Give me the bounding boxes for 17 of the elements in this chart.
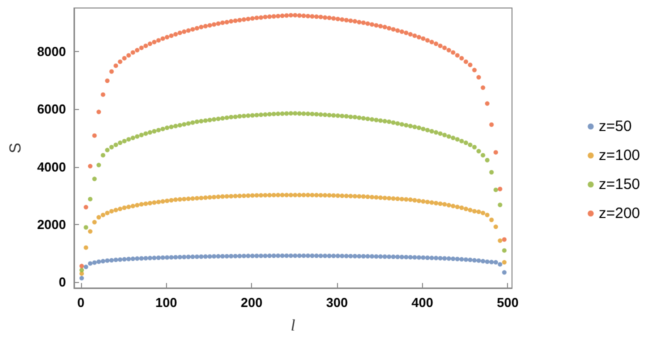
- y-tick-label: 2000: [37, 216, 66, 232]
- legend-label: z=200: [598, 205, 640, 222]
- y-axis-title: S: [8, 142, 24, 154]
- x-tick-label: 200: [240, 295, 262, 310]
- x-tick-label: 500: [496, 295, 519, 310]
- x-tick-label: 400: [412, 295, 434, 310]
- y-tick-label: 4000: [37, 159, 66, 174]
- y-tick-label: 8000: [37, 44, 66, 59]
- x-tick-label: 0: [77, 295, 84, 310]
- legend-label: z=50: [598, 118, 632, 135]
- legend-label: z=100: [598, 147, 640, 164]
- legend-label: z=150: [598, 176, 640, 193]
- x-tick-label: 100: [155, 295, 178, 310]
- x-tick-label: 300: [326, 295, 348, 310]
- y-tick-label: 6000: [37, 102, 66, 117]
- x-axis-title: l: [290, 318, 296, 334]
- y-tick-label: 0: [58, 274, 66, 290]
